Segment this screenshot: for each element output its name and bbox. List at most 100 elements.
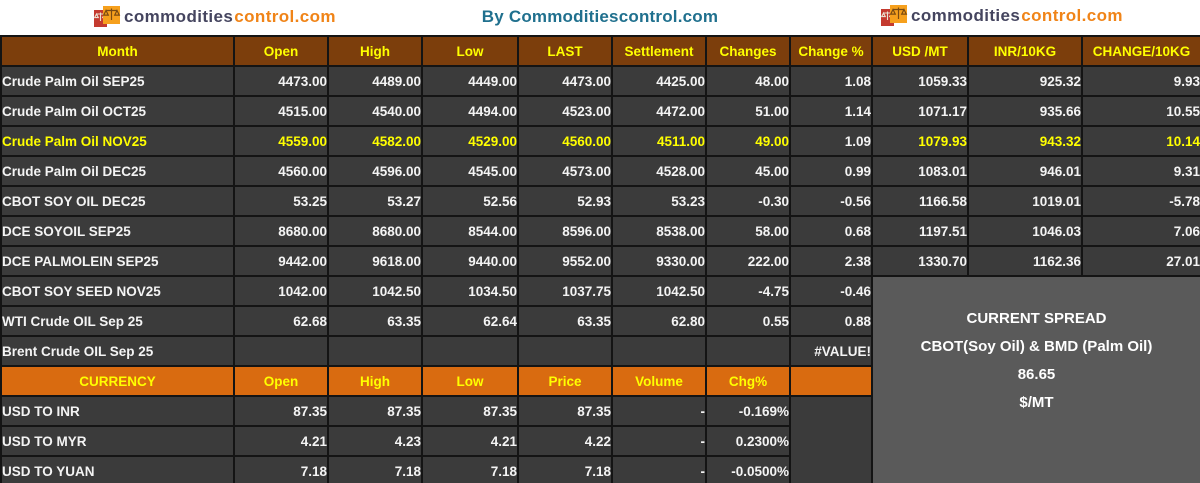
value-cell: 8538.00 [611, 215, 707, 247]
value-cell: -0.56 [789, 185, 873, 217]
value-cell: 4473.00 [517, 65, 613, 97]
month-cell: Brent Crude OIL Sep 25 [0, 335, 235, 367]
logo-text-orange: control.com [234, 7, 336, 26]
currency-value-cell: 7.18 [421, 455, 519, 483]
value-cell: 925.32 [967, 65, 1083, 97]
currency-header-blank-cell [789, 365, 873, 397]
value-cell: 1042.50 [611, 275, 707, 307]
value-cell: 9.31 [1081, 155, 1200, 187]
value-cell: -5.78 [1081, 185, 1200, 217]
currency-value-cell: 4.21 [421, 425, 519, 457]
month-cell: CBOT SOY SEED NOV25 [0, 275, 235, 307]
value-cell: -0.30 [705, 185, 791, 217]
value-cell: 943.32 [967, 125, 1083, 157]
currency-value-cell: - [611, 425, 707, 457]
currency-value-cell: 4.23 [327, 425, 423, 457]
value-cell: 4449.00 [421, 65, 519, 97]
spread-title: CURRENT SPREAD [966, 310, 1107, 327]
value-cell: 1162.36 [967, 245, 1083, 277]
value-cell: 58.00 [705, 215, 791, 247]
currency-blank-cell [789, 395, 873, 483]
value-cell: 4523.00 [517, 95, 613, 127]
value-cell: 1042.50 [327, 275, 423, 307]
currency-value-cell: 87.35 [233, 395, 329, 427]
column-header-settlement: Settlement [611, 35, 707, 67]
value-cell: 1059.33 [871, 65, 969, 97]
value-cell: 1083.01 [871, 155, 969, 187]
value-cell: 62.68 [233, 305, 329, 337]
scales-logo-icon [880, 2, 910, 30]
value-cell: 4560.00 [517, 125, 613, 157]
value-cell: 7.06 [1081, 215, 1200, 247]
currency-row: USD TO MYR 4.21 4.23 4.21 4.22-0.2300% [0, 425, 1200, 457]
value-cell: 1071.17 [871, 95, 969, 127]
value-cell: 4540.00 [327, 95, 423, 127]
value-cell: 4494.00 [421, 95, 519, 127]
value-cell: 1034.50 [421, 275, 519, 307]
value-cell: 0.99 [789, 155, 873, 187]
value-cell: 9330.00 [611, 245, 707, 277]
value-cell: 4573.00 [517, 155, 613, 187]
value-cell: 4472.00 [611, 95, 707, 127]
value-cell: 1046.03 [967, 215, 1083, 247]
table-row: CBOT SOY SEED NOV25 1042.00 1042.50 1034.50… [0, 275, 1200, 483]
current-spread-panel: CURRENT SPREAD CBOT(Soy Oil) & BMD (Palm … [871, 275, 1200, 483]
value-cell: 4559.00 [233, 125, 329, 157]
currency-column-header-chg-: Chg% [705, 365, 791, 397]
value-cell: 62.64 [421, 305, 519, 337]
value-cell: 4596.00 [327, 155, 423, 187]
currency-row: USD TO INR 87.35 87.35 87.35 87.35- -0.169% [0, 395, 1200, 483]
month-cell: DCE PALMOLEIN SEP25 [0, 245, 235, 277]
column-header-low: Low [421, 35, 519, 67]
table-row: Crude Palm Oil OCT25 4515.00 4540.00 4494.0… [0, 95, 1200, 127]
value-cell: 4473.00 [233, 65, 329, 97]
value-cell: 4425.00 [611, 65, 707, 97]
prices-table: Month Open High Low LAST Settlement Changes Cha… [0, 35, 1200, 483]
value-cell: 0.55 [705, 305, 791, 337]
currency-pair-cell: USD TO YUAN [0, 455, 235, 483]
value-cell: 9440.00 [421, 245, 519, 277]
value-cell: 9618.00 [327, 245, 423, 277]
currency-column-header-volume: Volume [611, 365, 707, 397]
value-cell: 1166.58 [871, 185, 969, 217]
value-cell [705, 335, 791, 367]
value-cell: 51.00 [705, 95, 791, 127]
value-cell: 52.93 [517, 185, 613, 217]
column-header-changes: Changes [705, 35, 791, 67]
month-cell: Crude Palm Oil SEP25 [0, 65, 235, 97]
value-cell: 4545.00 [421, 155, 519, 187]
value-cell: 1197.51 [871, 215, 969, 247]
spread-subtitle: CBOT(Soy Oil) & BMD (Palm Oil) [920, 338, 1153, 355]
month-cell: Crude Palm Oil NOV25 [0, 125, 235, 157]
value-cell: #VALUE! [789, 335, 873, 367]
column-header-usd-mt: USD /MT [871, 35, 969, 67]
value-cell: 4582.00 [327, 125, 423, 157]
currency-column-header-low: Low [421, 365, 519, 397]
table-row: DCE SOYOIL SEP25 8680.00 8680.00 8544.00 859… [0, 215, 1200, 247]
logo-text-orange: control.com [1021, 6, 1123, 25]
column-header-open: Open [233, 35, 329, 67]
value-cell: 27.01 [1081, 245, 1200, 277]
value-cell: -0.46 [789, 275, 873, 307]
value-cell: 63.35 [327, 305, 423, 337]
currency-value-cell: - [611, 395, 707, 427]
currency-header-row: CURRENCY Open High Low Price Volume Chg% [0, 365, 1200, 397]
value-cell: 4511.00 [611, 125, 707, 157]
value-cell: 1079.93 [871, 125, 969, 157]
column-header-change-10kg: CHANGE/10KG [1081, 35, 1200, 67]
currency-pair-cell: USD TO MYR [0, 425, 235, 457]
column-header-change-: Change % [789, 35, 873, 67]
currency-column-header-high: High [327, 365, 423, 397]
currency-value-cell: 4.21 [233, 425, 329, 457]
logo-text-dark: commodities [911, 6, 1021, 25]
value-cell: 9442.00 [233, 245, 329, 277]
value-cell [327, 335, 423, 367]
currency-value-cell: -0.169% [705, 395, 791, 427]
currency-value-cell: 0.2300% [705, 425, 791, 457]
table-header-row: Month Open High Low LAST Settlement Changes Cha… [0, 35, 1200, 67]
month-cell: WTI Crude OIL Sep 25 [0, 305, 235, 337]
value-cell: 4529.00 [421, 125, 519, 157]
currency-value-cell: 7.18 [233, 455, 329, 483]
value-cell: 4489.00 [327, 65, 423, 97]
value-cell: 10.55 [1081, 95, 1200, 127]
